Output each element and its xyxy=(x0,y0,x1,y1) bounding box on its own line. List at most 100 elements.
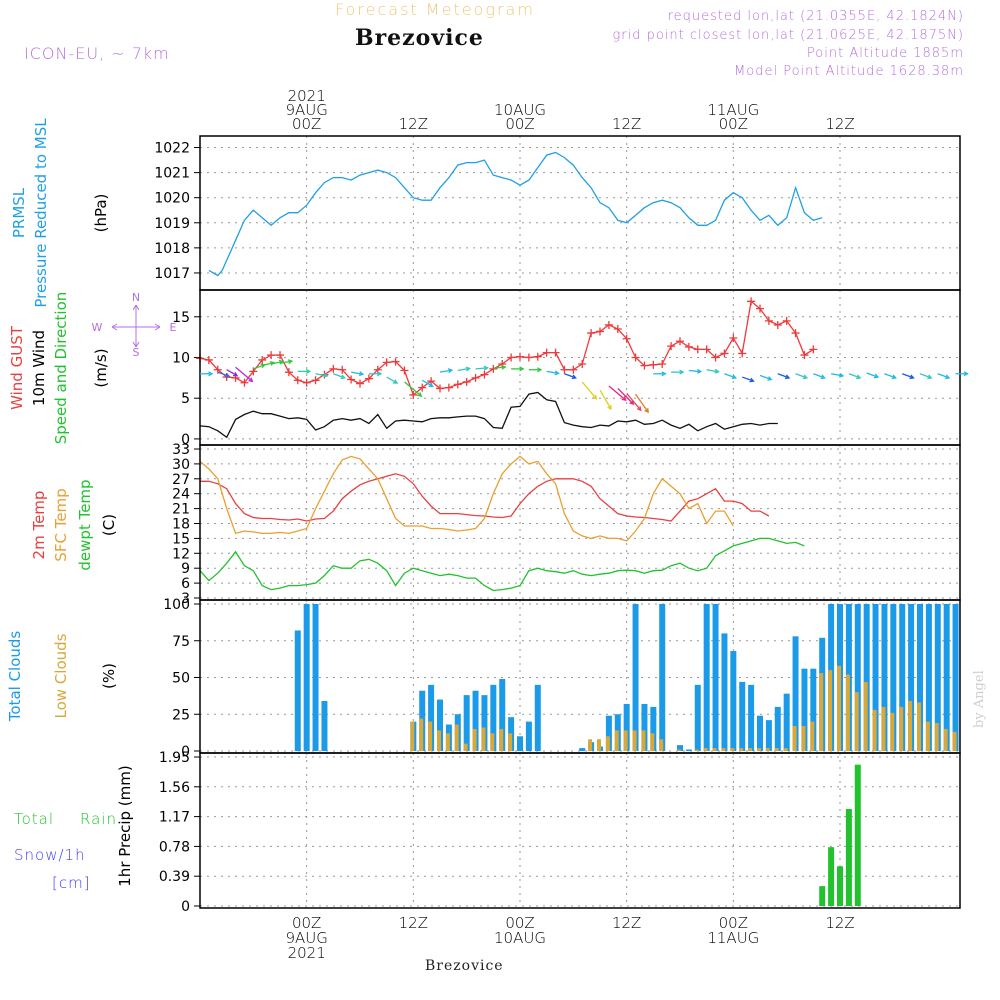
gust-marker xyxy=(462,377,471,386)
bar-total xyxy=(881,604,888,751)
bar-total xyxy=(774,706,781,751)
top-time-label: 00Z xyxy=(719,115,748,133)
wind-arrowhead xyxy=(629,399,635,405)
bar-total xyxy=(499,678,506,751)
wind-arrow xyxy=(270,360,283,365)
precip-unit: 1hr Precip (mm) xyxy=(116,765,134,886)
gust-marker xyxy=(542,348,551,357)
gust-marker xyxy=(436,384,444,393)
wind-arrowhead xyxy=(714,368,720,374)
gust-marker xyxy=(276,351,284,360)
wind-arrow xyxy=(937,373,950,379)
wind-arrow xyxy=(706,369,719,373)
wind-arrowhead xyxy=(465,366,471,372)
wind-arrowhead xyxy=(287,359,294,365)
y-tick-label: 1017 xyxy=(154,266,190,282)
bar-total xyxy=(757,715,763,751)
gust-marker xyxy=(284,368,293,377)
wind-arrow xyxy=(315,373,328,377)
gust-marker xyxy=(791,329,800,338)
gust-marker xyxy=(293,376,302,385)
wind-arrow xyxy=(581,381,597,400)
bar-total xyxy=(810,668,817,751)
footer-station-name: Brezovice xyxy=(425,958,504,974)
bar-low xyxy=(605,736,610,751)
bar-total xyxy=(890,604,897,751)
wind-arrowhead xyxy=(393,379,399,384)
temp-unit: (C) xyxy=(100,514,118,536)
y-tick-label: 12 xyxy=(172,546,190,562)
gust-marker xyxy=(551,348,560,357)
wind-arrowhead xyxy=(891,374,897,380)
y-tick-label: 0 xyxy=(181,744,190,760)
gust-marker xyxy=(720,349,729,358)
gust-marker xyxy=(667,342,676,351)
gust-marker xyxy=(596,327,604,336)
bar-low xyxy=(481,727,486,751)
wind-arrow xyxy=(279,360,292,364)
gust-marker xyxy=(524,353,533,362)
wind-arrow xyxy=(457,367,470,372)
gust-marker xyxy=(507,353,516,362)
y-tick-label: 27 xyxy=(172,472,190,488)
pressure-unit: (hPa) xyxy=(92,194,110,233)
bar-low xyxy=(614,730,619,751)
bar-total xyxy=(872,604,879,751)
bar-low xyxy=(748,748,753,751)
bar-low xyxy=(428,721,433,751)
station-name: Brezovice xyxy=(355,25,484,51)
gust-marker xyxy=(391,357,400,366)
bottom-time-label: 10AUG xyxy=(494,929,546,947)
y-tick-label: 5 xyxy=(181,391,190,407)
top-time-label: 10AUG xyxy=(494,101,546,119)
bar-rain xyxy=(819,886,826,906)
wind-arrow xyxy=(759,374,772,381)
top-time-label: 9AUG xyxy=(285,101,327,119)
snow-label: Snow/1h xyxy=(14,846,86,864)
total-label: Total xyxy=(14,810,55,828)
wind-arrow xyxy=(546,370,559,375)
wind-arrowhead xyxy=(820,374,826,380)
gust-marker xyxy=(676,337,684,346)
wind-arrow xyxy=(688,369,701,373)
wind-arrow xyxy=(866,372,879,378)
wind-arrow xyxy=(262,361,274,367)
bar-total xyxy=(952,604,959,751)
bar-low xyxy=(410,721,415,751)
model-altitude: Model Point Altitude 1628.38m xyxy=(734,64,964,79)
bottom-time-label: 9AUG xyxy=(285,929,327,947)
chart-title: Forecast Meteogram xyxy=(335,0,535,19)
gust-marker xyxy=(693,345,702,354)
bar-total xyxy=(934,604,941,751)
top-time-label: 12Z xyxy=(612,115,641,133)
bar-total xyxy=(712,604,719,751)
gust-marker xyxy=(640,361,649,370)
wind-arrowhead xyxy=(208,371,214,377)
gust-marker xyxy=(773,320,782,329)
y-tick-label: 10 xyxy=(172,351,190,367)
gust-marker xyxy=(302,378,311,387)
bar-total xyxy=(721,633,728,751)
bar-low xyxy=(463,743,468,751)
wind-arrow xyxy=(901,373,914,379)
bar-low xyxy=(828,670,833,751)
gust-marker xyxy=(587,329,596,338)
wind-arrowhead xyxy=(447,368,454,374)
bar-low xyxy=(703,748,708,751)
y-tick-label: 24 xyxy=(172,487,190,503)
bar-low xyxy=(659,739,664,751)
top-time-label: 2021 xyxy=(288,87,326,105)
bar-low xyxy=(765,748,770,751)
bar-low xyxy=(454,724,459,751)
gust-marker xyxy=(444,383,453,392)
bar-total xyxy=(303,604,310,751)
wind-arrowhead xyxy=(679,369,685,375)
wind-arrow xyxy=(421,379,433,387)
wind-arrowhead xyxy=(248,377,254,383)
bar-low xyxy=(757,748,761,751)
bar-total xyxy=(765,720,772,751)
wind-arrowhead xyxy=(501,364,507,370)
point-altitude: Point Altitude 1885m xyxy=(806,46,964,61)
wind-arrow xyxy=(617,387,634,405)
wind-arrowhead xyxy=(945,374,951,380)
